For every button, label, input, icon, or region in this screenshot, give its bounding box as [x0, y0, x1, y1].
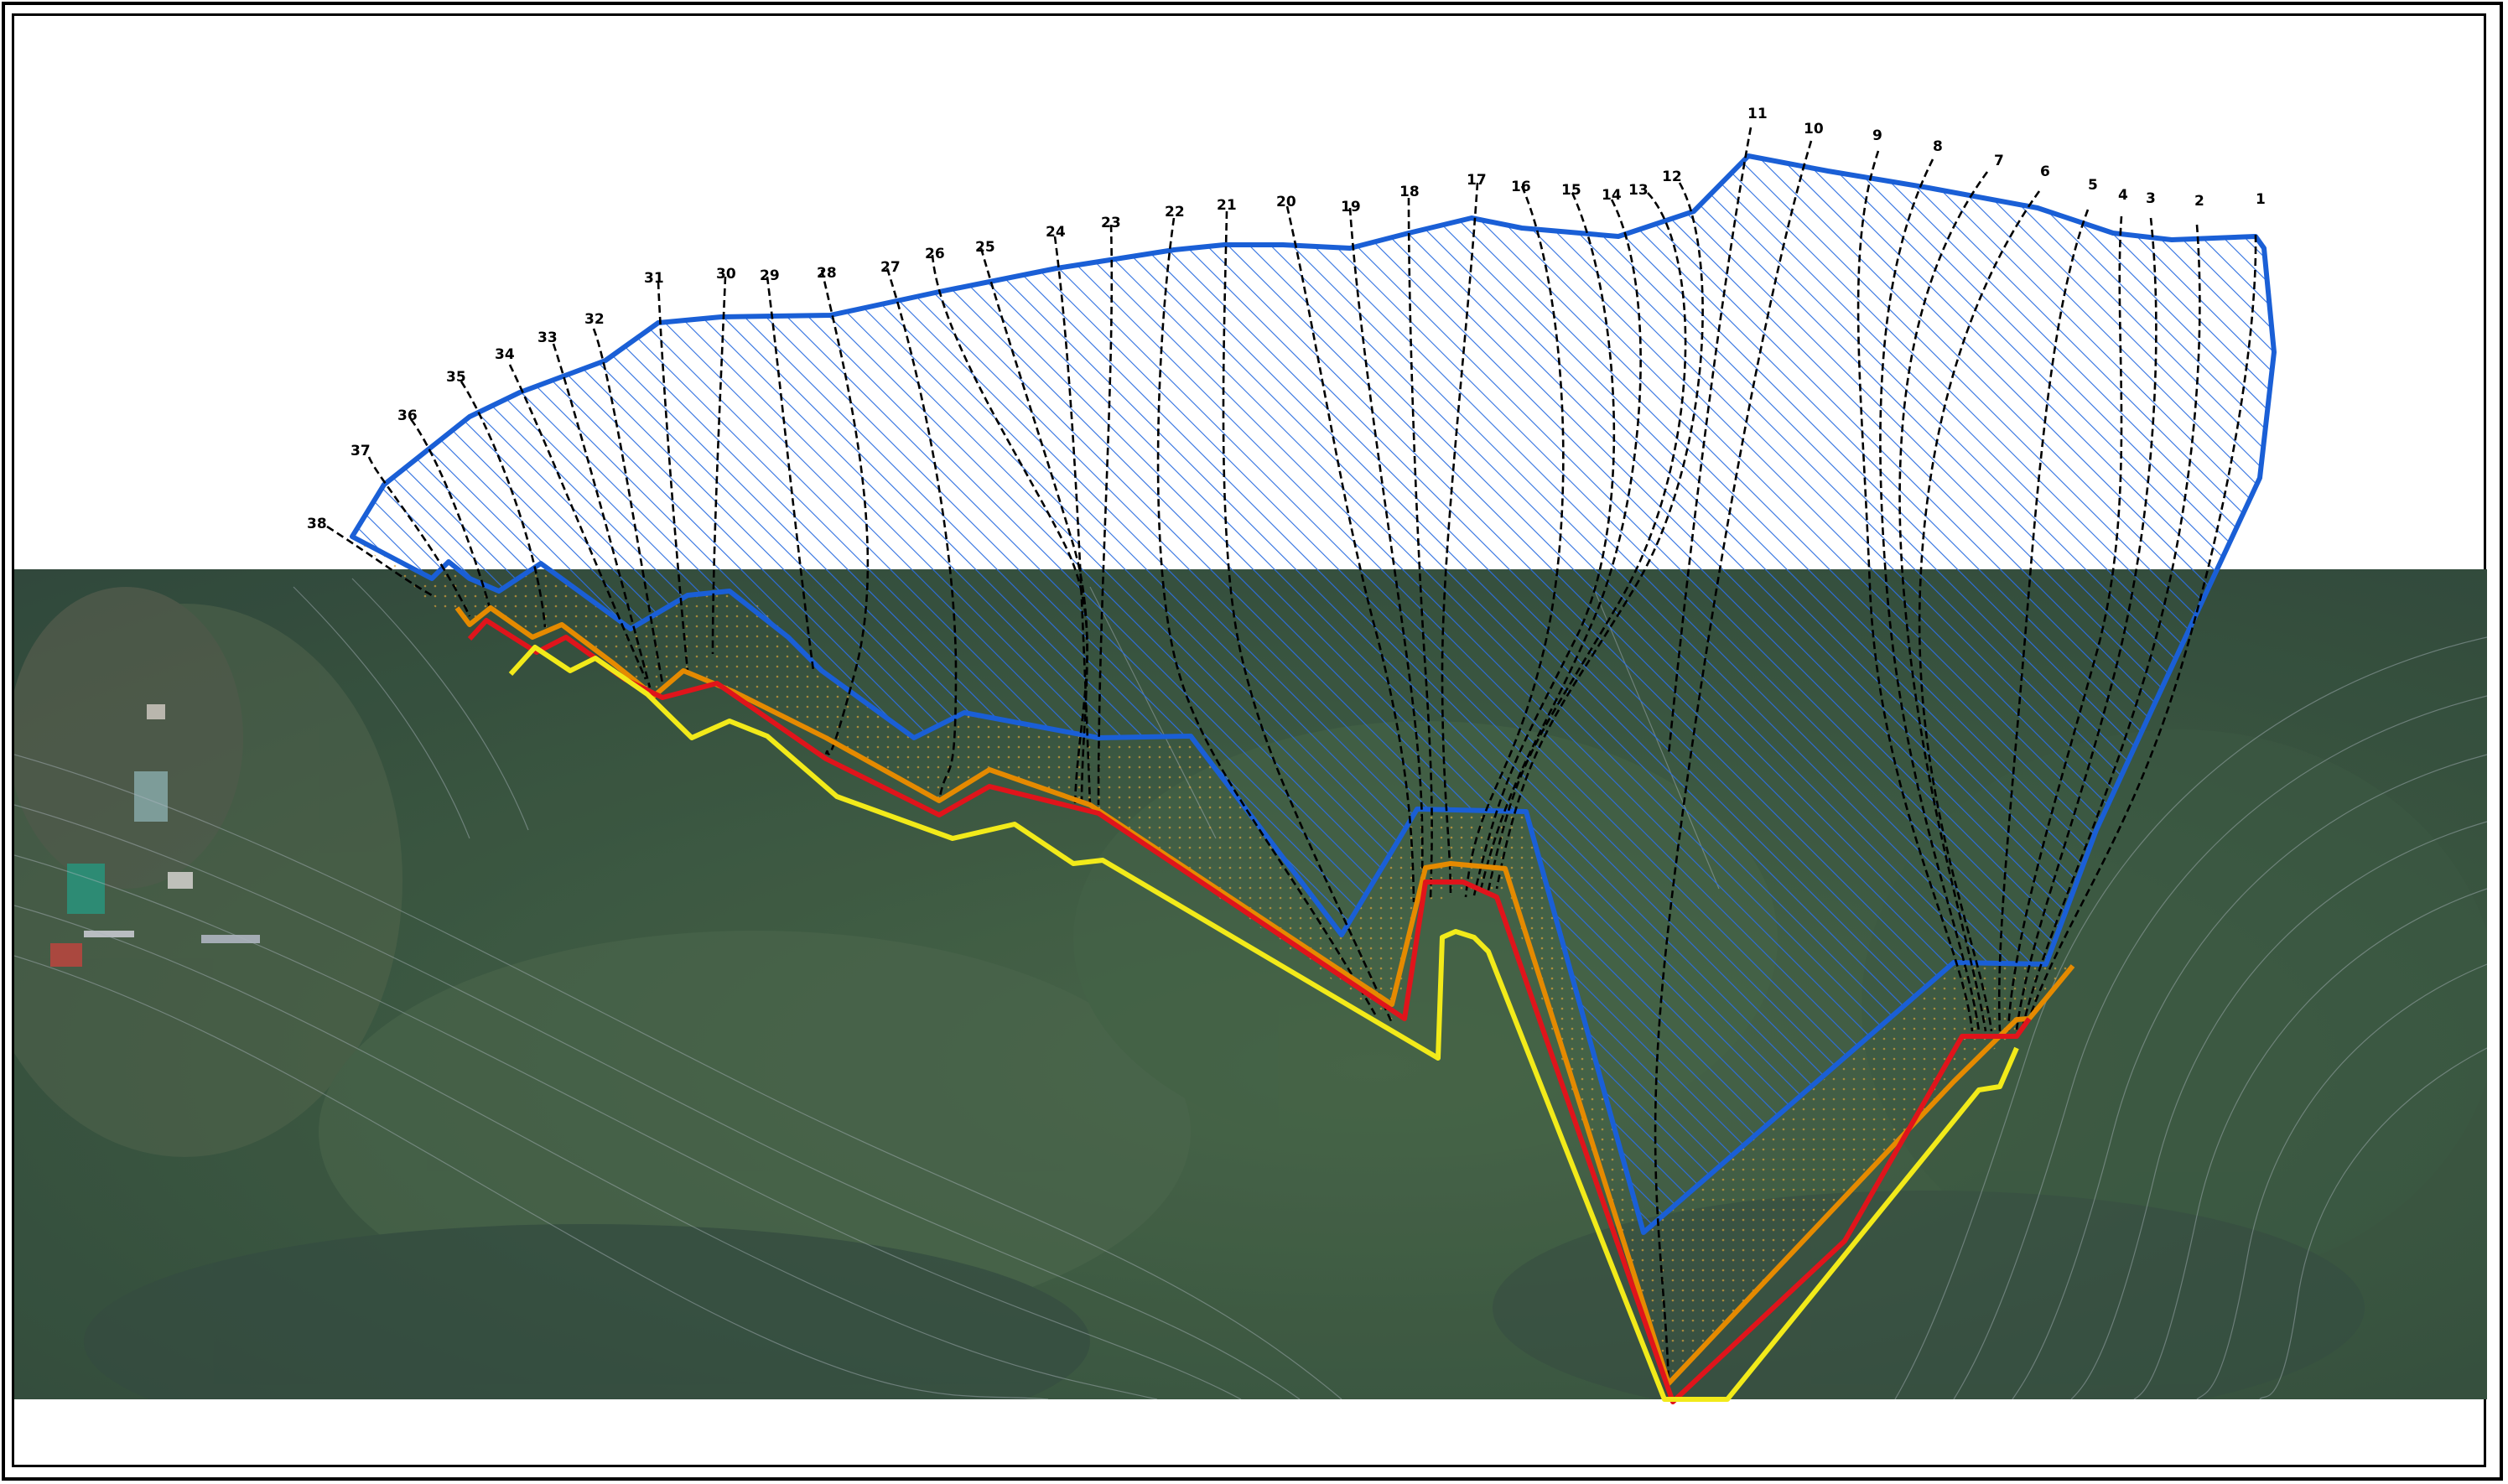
flow-path-29: [766, 276, 815, 672]
path-label-22: 22: [1165, 204, 1185, 221]
path-label-35: 35: [446, 369, 466, 386]
path-label-16: 16: [1511, 179, 1531, 195]
path-label-14: 14: [1602, 187, 1622, 204]
path-label-34: 34: [495, 346, 515, 363]
flow-path-31: [657, 281, 689, 672]
path-label-33: 33: [537, 329, 558, 346]
path-label-10: 10: [1804, 121, 1824, 138]
path-label-11: 11: [1747, 106, 1768, 122]
flow-path-15: [1472, 192, 1616, 896]
path-label-26: 26: [925, 246, 945, 262]
flow-path-18: [1407, 197, 1433, 900]
flow-path-21: [1222, 210, 1394, 1024]
path-label-32: 32: [584, 311, 605, 328]
path-label-27: 27: [880, 259, 901, 276]
flow-path-27: [885, 267, 958, 802]
path-label-7: 7: [1994, 153, 2004, 169]
path-label-12: 12: [1662, 169, 1682, 185]
flow-path-23: [1097, 224, 1114, 806]
flow-path-9: [1856, 150, 1974, 1032]
flow-path-12: [1495, 182, 1704, 890]
path-label-30: 30: [716, 266, 736, 283]
path-label-1: 1: [2256, 191, 2266, 208]
flow-path-5: [1997, 209, 2090, 1032]
path-label-31: 31: [644, 270, 664, 287]
path-label-15: 15: [1561, 182, 1581, 199]
flow-path-14: [1478, 199, 1642, 894]
flow-path-1: [2028, 234, 2257, 1020]
path-label-25: 25: [975, 239, 995, 256]
flow-path-17: [1441, 182, 1479, 898]
flow-path-28: [820, 269, 870, 755]
path-label-28: 28: [817, 265, 837, 282]
boundary-orange: [454, 605, 2075, 1386]
flow-path-24: [1053, 236, 1092, 806]
flow-path-34: [508, 364, 647, 680]
boundary-red: [467, 618, 2032, 1404]
path-label-3: 3: [2146, 190, 2156, 207]
path-label-8: 8: [1933, 138, 1943, 155]
path-label-6: 6: [2040, 163, 2050, 180]
path-labels: 1 2 3 4 5 6 7 8 9 10 11 12 13 14 15 16 1…: [307, 106, 2266, 532]
flow-path-10: [1654, 140, 1813, 1384]
flow-path-6: [1918, 190, 2041, 1032]
village-buildings: [50, 704, 260, 967]
flow-path-4: [2007, 215, 2123, 1032]
deposition-zone: [352, 537, 2073, 1383]
path-label-13: 13: [1628, 182, 1649, 199]
flow-path-30: [711, 276, 727, 655]
path-label-36: 36: [397, 407, 418, 424]
path-label-20: 20: [1276, 194, 1296, 210]
path-label-5: 5: [2088, 177, 2098, 194]
path-label-37: 37: [350, 443, 371, 459]
path-label-21: 21: [1217, 197, 1237, 214]
flow-path-2: [2022, 224, 2201, 1025]
flow-paths: [326, 127, 2257, 1384]
path-label-24: 24: [1046, 224, 1066, 241]
flow-path-20: [1285, 205, 1415, 903]
flow-path-16: [1464, 185, 1565, 898]
flow-path-11: [1667, 127, 1752, 755]
path-label-9: 9: [1872, 127, 1882, 144]
path-label-2: 2: [2194, 193, 2204, 210]
path-label-38: 38: [307, 516, 327, 532]
flow-path-33: [552, 343, 652, 688]
flow-path-37: [367, 456, 471, 617]
flow-path-32: [592, 328, 664, 684]
flow-path-3: [2015, 217, 2158, 1030]
flow-path-13: [1487, 192, 1687, 891]
flow-path-8: [1879, 158, 1981, 1032]
flow-path-25: [979, 247, 1088, 806]
landslide-source-area: [350, 153, 2277, 1235]
boundary-yellow: [508, 645, 2019, 1402]
path-label-18: 18: [1399, 184, 1420, 200]
flow-path-36: [409, 418, 492, 611]
flow-path-7: [1898, 171, 1989, 1032]
path-label-29: 29: [760, 267, 780, 284]
flow-path-35: [460, 381, 547, 628]
flow-path-22: [1156, 217, 1377, 1015]
path-label-23: 23: [1101, 215, 1121, 231]
path-label-17: 17: [1467, 172, 1487, 189]
flow-path-26: [931, 254, 1088, 806]
path-label-19: 19: [1341, 199, 1361, 215]
flow-path-38: [326, 525, 433, 597]
path-label-4: 4: [2118, 187, 2128, 204]
flow-path-19: [1348, 207, 1424, 901]
